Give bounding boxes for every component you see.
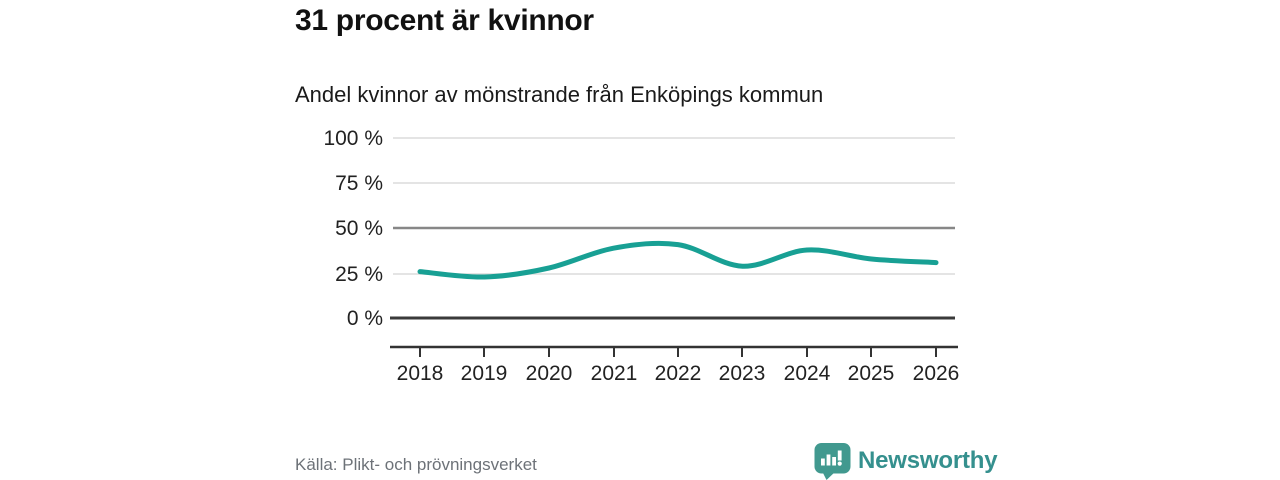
logo-bar-chart-glyph — [821, 450, 842, 466]
source-note: Källa: Plikt- och prövningsverket — [295, 455, 537, 474]
y-tick-label: 75 % — [335, 172, 383, 195]
y-tick-label: 25 % — [335, 263, 383, 286]
x-tick-label: 2024 — [784, 362, 831, 385]
y-tick-label: 50 % — [335, 217, 383, 240]
page-title: 31 procent är kvinnor — [295, 4, 594, 37]
x-tick-label: 2020 — [526, 362, 573, 385]
trend-line — [417, 240, 939, 280]
chart-subtitle: Andel kvinnor av mönstrande från Enköpin… — [295, 82, 824, 107]
newsworthy-logo-icon — [814, 443, 851, 480]
y-tick-label: 0 % — [347, 307, 383, 330]
brand-name: Newsworthy — [858, 447, 998, 474]
y-tick-label: 100 % — [323, 127, 383, 150]
brand-logo: Newsworthy — [814, 442, 998, 480]
x-tick-label: 2022 — [655, 362, 702, 385]
x-tick-label: 2023 — [719, 362, 766, 385]
x-tick-label: 2018 — [397, 362, 444, 385]
x-tick-label: 2026 — [913, 362, 960, 385]
x-tick-label: 2025 — [848, 362, 895, 385]
x-tick-label: 2019 — [461, 362, 508, 385]
x-tick-label: 2021 — [591, 362, 638, 385]
x-axis-ticks — [419, 347, 937, 357]
